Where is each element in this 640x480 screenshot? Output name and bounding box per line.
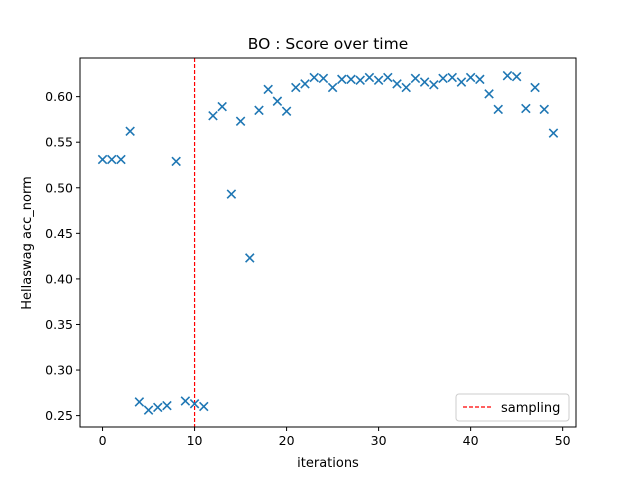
- data-point: [447, 72, 457, 83]
- y-tick-label: 0.35: [45, 317, 73, 332]
- data-point: [493, 104, 504, 115]
- data-point: [281, 106, 292, 116]
- y-tick-label: 0.45: [45, 226, 73, 241]
- data-point: [208, 111, 218, 121]
- x-tick-label: 10: [187, 433, 203, 448]
- data-point: [162, 400, 172, 411]
- x-tick-label: 50: [555, 433, 571, 448]
- data-point: [254, 105, 264, 116]
- x-tick-label: 40: [463, 433, 479, 448]
- y-tick-label: 0.60: [45, 89, 73, 104]
- y-tick-label: 0.40: [45, 271, 73, 286]
- plot-area: 0 10 20 30 40 50 0.25 0.30 0.35 0.40 0.45 0.50 0.55 0…: [45, 58, 571, 448]
- data-point: [392, 79, 402, 89]
- data-point: [548, 128, 559, 138]
- data-point: [438, 73, 448, 84]
- data-point: [180, 396, 191, 406]
- y-tick-label: 0.30: [45, 363, 73, 378]
- data-point: [263, 84, 273, 95]
- data-point: [410, 73, 421, 84]
- y-tick-label: 0.55: [45, 135, 73, 150]
- data-point: [465, 72, 476, 83]
- legend-box: [455, 393, 570, 422]
- data-point: [309, 72, 319, 83]
- chart-title: BO : Score over time: [248, 35, 409, 53]
- legend: sampling: [455, 393, 570, 422]
- data-point: [521, 103, 531, 114]
- data-point: [475, 74, 485, 85]
- data-point: [199, 401, 209, 412]
- data-point: [272, 96, 283, 106]
- data-point: [419, 77, 430, 87]
- data-point: [106, 154, 117, 165]
- data-point: [300, 79, 310, 89]
- data-point: [235, 116, 246, 127]
- axes-frame: [79, 57, 577, 428]
- data-point: [125, 126, 135, 137]
- data-point: [337, 74, 347, 85]
- data-point: [152, 402, 163, 413]
- data-point: [484, 89, 494, 99]
- data-point: [217, 101, 227, 112]
- data-point: [97, 154, 108, 165]
- data-point: [189, 398, 200, 409]
- data-point: [318, 73, 329, 84]
- data-point: [226, 189, 237, 199]
- data-point: [245, 253, 255, 263]
- y-tick-label: 0.25: [45, 408, 73, 423]
- legend-sampling-label: sampling: [501, 401, 560, 416]
- data-point: [383, 72, 393, 83]
- data-point: [502, 70, 513, 81]
- data-point: [456, 77, 467, 87]
- x-tick-label: 30: [371, 433, 387, 448]
- data-point: [364, 72, 375, 83]
- y-axis-label: Hellaswag acc_norm: [20, 176, 35, 309]
- data-point: [143, 405, 154, 415]
- data-point: [539, 104, 550, 115]
- data-point: [346, 74, 356, 85]
- data-point: [373, 75, 384, 86]
- data-point: [429, 80, 439, 90]
- data-point: [530, 82, 540, 93]
- data-point: [327, 82, 338, 93]
- data-point: [355, 75, 365, 86]
- x-tick-label: 0: [99, 433, 107, 448]
- data-point: [291, 82, 301, 93]
- data-point: [511, 71, 522, 82]
- data-point: [401, 82, 411, 93]
- x-axis-label: iterations: [297, 456, 359, 471]
- x-tick-label: 20: [279, 433, 295, 448]
- data-point: [171, 156, 181, 167]
- y-tick-label: 0.50: [45, 180, 73, 195]
- data-point: [116, 154, 126, 165]
- data-point: [134, 397, 145, 407]
